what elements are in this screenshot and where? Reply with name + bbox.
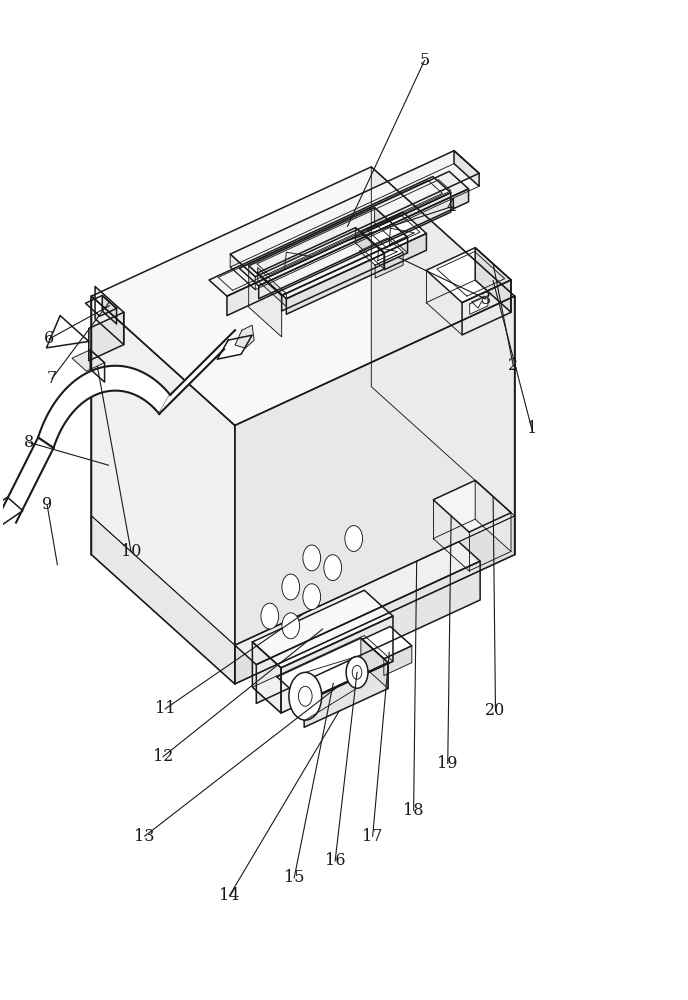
Text: 11: 11 — [155, 700, 175, 717]
Polygon shape — [378, 248, 398, 261]
Text: 19: 19 — [438, 755, 458, 772]
Polygon shape — [95, 286, 124, 345]
Polygon shape — [304, 663, 388, 727]
Polygon shape — [427, 248, 511, 303]
Circle shape — [346, 656, 368, 688]
Polygon shape — [361, 638, 388, 688]
Circle shape — [261, 603, 279, 629]
Polygon shape — [454, 151, 479, 186]
Polygon shape — [92, 296, 235, 684]
Circle shape — [345, 526, 363, 551]
Text: 8: 8 — [23, 434, 34, 451]
Circle shape — [282, 613, 300, 639]
Polygon shape — [235, 296, 515, 684]
Polygon shape — [227, 193, 451, 316]
Polygon shape — [85, 295, 116, 316]
Polygon shape — [389, 228, 414, 244]
Text: 10: 10 — [121, 543, 141, 560]
Polygon shape — [472, 296, 484, 308]
Circle shape — [282, 574, 300, 600]
Circle shape — [303, 545, 321, 571]
Polygon shape — [72, 350, 105, 371]
Polygon shape — [209, 177, 451, 296]
Text: 2: 2 — [508, 357, 518, 374]
Text: 5: 5 — [420, 52, 429, 69]
Polygon shape — [38, 366, 170, 448]
Polygon shape — [248, 266, 281, 337]
Polygon shape — [92, 167, 515, 425]
Polygon shape — [230, 151, 479, 277]
Text: 15: 15 — [284, 869, 304, 886]
Polygon shape — [475, 248, 511, 312]
Circle shape — [303, 584, 321, 610]
Circle shape — [289, 672, 322, 720]
Polygon shape — [252, 635, 393, 713]
Polygon shape — [235, 516, 515, 684]
Polygon shape — [286, 253, 385, 314]
Polygon shape — [359, 238, 403, 265]
Polygon shape — [230, 254, 255, 290]
Polygon shape — [363, 626, 412, 659]
Polygon shape — [92, 516, 235, 684]
Polygon shape — [281, 616, 393, 713]
Polygon shape — [384, 646, 412, 676]
Text: 20: 20 — [485, 702, 506, 719]
Polygon shape — [433, 480, 511, 532]
Text: 16: 16 — [325, 852, 345, 869]
Polygon shape — [374, 208, 407, 253]
Polygon shape — [285, 252, 312, 270]
Polygon shape — [47, 316, 89, 348]
Polygon shape — [281, 237, 407, 311]
Polygon shape — [277, 638, 388, 701]
Polygon shape — [361, 212, 427, 253]
Polygon shape — [217, 335, 252, 359]
Text: 1: 1 — [526, 420, 537, 437]
Polygon shape — [470, 295, 488, 314]
Text: 12: 12 — [153, 748, 173, 765]
Text: 17: 17 — [363, 828, 383, 845]
Text: 6: 6 — [44, 330, 54, 347]
Polygon shape — [258, 228, 385, 299]
Polygon shape — [372, 167, 515, 516]
Text: 3: 3 — [481, 291, 491, 308]
Polygon shape — [0, 497, 23, 526]
Polygon shape — [356, 228, 385, 269]
Polygon shape — [1, 438, 54, 523]
Polygon shape — [235, 325, 254, 348]
Polygon shape — [462, 280, 511, 335]
Circle shape — [324, 555, 342, 581]
Polygon shape — [235, 542, 480, 665]
Polygon shape — [259, 189, 469, 299]
Polygon shape — [239, 171, 469, 286]
Polygon shape — [252, 642, 281, 713]
Text: 14: 14 — [219, 887, 239, 904]
Polygon shape — [257, 561, 480, 703]
Polygon shape — [385, 233, 427, 270]
Polygon shape — [258, 268, 286, 306]
Polygon shape — [375, 252, 403, 278]
Text: 9: 9 — [42, 496, 52, 513]
Text: 4: 4 — [447, 198, 457, 215]
Polygon shape — [159, 330, 235, 414]
Polygon shape — [475, 480, 511, 551]
Text: 18: 18 — [403, 802, 424, 819]
Polygon shape — [90, 350, 105, 382]
Polygon shape — [89, 312, 124, 361]
Polygon shape — [103, 295, 116, 324]
Text: 13: 13 — [134, 828, 155, 845]
Polygon shape — [248, 208, 407, 295]
Polygon shape — [252, 590, 393, 668]
Text: 7: 7 — [47, 370, 57, 387]
